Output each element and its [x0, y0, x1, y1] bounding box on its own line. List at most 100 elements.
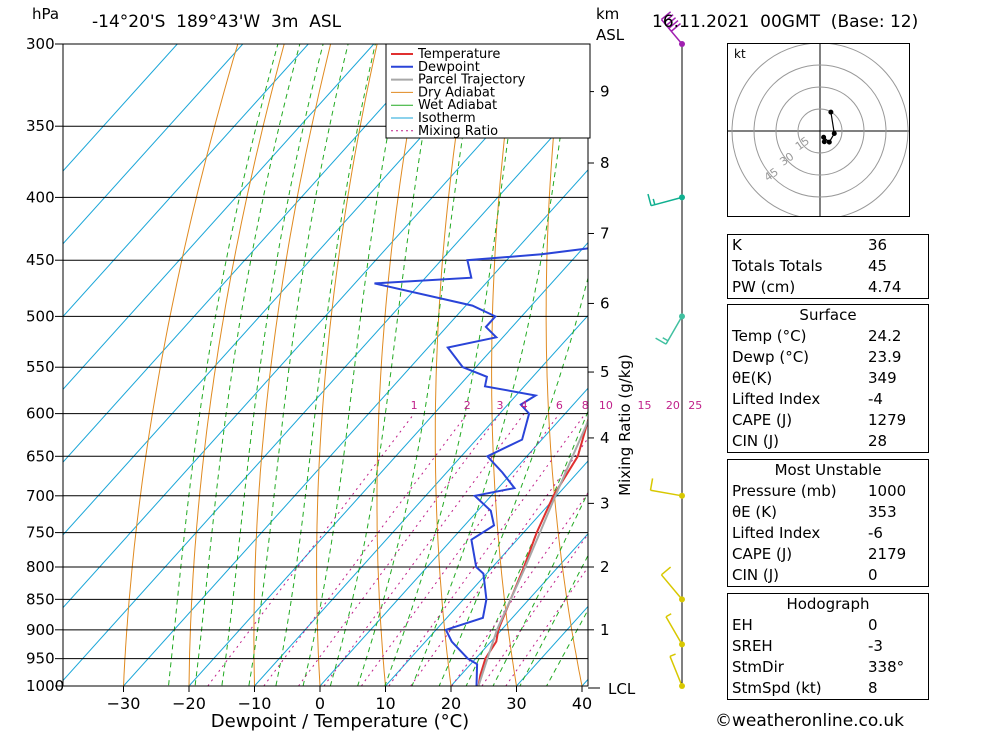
row-label: Lifted Index	[732, 390, 821, 408]
pressure-tick-label: 500	[26, 307, 55, 325]
wind-barb-flag	[670, 22, 681, 32]
wet-adiabat-line	[465, 410, 588, 686]
pressure-tick-label: 600	[26, 405, 55, 423]
pressure-tick-label: 450	[26, 251, 55, 269]
row-label: Dewp (°C)	[732, 348, 810, 366]
legend-entry: Dry Adiabat	[418, 85, 495, 100]
isotherm-line	[188, 241, 588, 686]
pressure-tick-label: 800	[26, 558, 55, 576]
row-label: StmSpd (kt)	[732, 679, 822, 697]
row-label: Temp (°C)	[732, 327, 807, 345]
mixing-ratio-line	[263, 413, 468, 686]
hodograph-unit-label: kt	[734, 47, 746, 61]
hodograph-ring	[775, 86, 865, 176]
wet-adiabat-line	[302, 44, 406, 686]
row-label: θE (K)	[732, 503, 777, 521]
row-label: StmDir	[732, 658, 784, 676]
mixing-ratio-label: 20	[666, 399, 680, 412]
wind-barb-flag	[665, 17, 677, 26]
temperature-tick-label: −10	[238, 694, 272, 713]
mixing-ratio-axis-label: Mixing Ratio (g/kg)	[616, 354, 634, 496]
wet-adiabat-line	[492, 491, 588, 686]
hodograph-ring	[753, 64, 887, 198]
row-label: SREH	[732, 637, 773, 655]
row-value: -6	[868, 524, 883, 542]
wind-barb	[650, 196, 683, 207]
table-row: Lifted Index -4	[728, 389, 928, 410]
wind-barb-flag	[660, 11, 672, 21]
wind-level-dot	[679, 641, 685, 648]
most-unstable-table: Most Unstable Pressure (mb) 1000 θE (K) 353 L…	[727, 459, 929, 587]
pressure-tick-label: 650	[26, 447, 55, 465]
series-line-parcel-trajectory	[477, 418, 588, 686]
table-row: CAPE (J) 1279	[728, 410, 928, 431]
wind-barb-flag	[663, 14, 674, 24]
row-label: Pressure (mb)	[732, 482, 837, 500]
dry-adiabat-line	[933, 26, 1000, 712]
row-label: Totals Totals	[732, 257, 823, 275]
wind-barb-flag	[655, 337, 667, 345]
row-label: Lifted Index	[732, 524, 821, 542]
wet-adiabat-line	[221, 44, 324, 686]
table-row: Lifted Index -6	[728, 523, 928, 544]
wind-barb-flag	[649, 478, 654, 491]
isotherm-line	[63, 44, 244, 245]
row-value: -3	[868, 637, 883, 655]
table-row: θE (K) 353	[728, 502, 928, 523]
hodograph-point	[821, 139, 827, 145]
wind-level-dot	[679, 596, 685, 603]
temperature-tick-label: 20	[441, 694, 461, 713]
km-unit-label: km	[596, 5, 620, 23]
mixing-ratio-label: 8	[582, 399, 589, 412]
row-value: 24.2	[868, 327, 902, 345]
wind-barb-flag	[662, 337, 669, 342]
surface-table: Surface Temp (°C) 24.2 Dewp (°C) 23.9 θE(K) 34…	[727, 304, 929, 453]
mixing-ratio-label: 4	[521, 399, 528, 412]
credit-label: ©weatheronline.co.uk	[715, 711, 905, 731]
row-value: 0	[868, 566, 878, 584]
row-value: 0	[868, 616, 878, 634]
wind-level-dot	[679, 683, 685, 689]
wind-barb	[650, 489, 683, 497]
legend-box	[385, 43, 591, 139]
hodograph-table: Hodograph EH 0 SREH -3 StmDir 338° StmSpd (kt) 8	[727, 593, 929, 700]
table-row: StmSpd (kt) 8	[728, 678, 928, 699]
pressure-tick-label: 350	[26, 117, 55, 135]
wind-barb-flag	[652, 198, 656, 205]
station-location: -14°20'S 189°43'W 3m ASL	[92, 12, 342, 32]
row-label: CIN (J)	[732, 432, 780, 450]
series-line-temperature	[477, 416, 588, 686]
pressure-tick-label: 900	[26, 621, 55, 639]
km-tick-label: 9	[600, 83, 610, 101]
mixing-ratio-label: 6	[556, 399, 563, 412]
pressure-tick-label: 700	[26, 487, 55, 505]
row-value: 338°	[868, 658, 905, 676]
temperature-tick-label: 40	[572, 694, 592, 713]
pressure-tick-label: 950	[26, 650, 55, 668]
legend-entry: Dewpoint	[418, 60, 480, 75]
row-label: θE(K)	[732, 369, 773, 387]
wet-adiabat-line	[357, 44, 478, 686]
legend-entry: Mixing Ratio	[418, 124, 498, 139]
row-label: K	[732, 236, 742, 254]
dry-adiabat-line	[122, 44, 239, 686]
temperature-tick-label: −30	[107, 694, 141, 713]
table-row: StmDir 338°	[728, 657, 928, 678]
table-row: Totals Totals 45	[728, 256, 928, 277]
isotherm-line	[63, 44, 506, 536]
dry-adiabat-line	[491, 44, 518, 686]
isotherm-line	[319, 387, 588, 686]
wind-barb-flag	[669, 653, 676, 658]
row-label: CIN (J)	[732, 566, 780, 584]
row-value: 45	[868, 257, 888, 275]
row-value: 353	[868, 503, 897, 521]
row-value: 1279	[868, 411, 907, 429]
km-tick-label: 5	[600, 363, 610, 381]
wet-adiabat-line	[275, 44, 376, 686]
isotherm-line	[63, 44, 178, 172]
table-row: Dewp (°C) 23.9	[728, 347, 928, 368]
wind-barb	[660, 19, 683, 45]
table-row: EH 0	[728, 615, 928, 636]
row-label: PW (cm)	[732, 278, 796, 296]
